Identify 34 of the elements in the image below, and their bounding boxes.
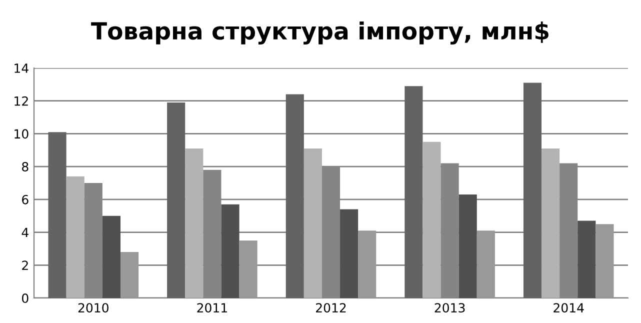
bar <box>221 204 240 298</box>
bar <box>340 209 358 298</box>
x-tick-label: 2012 <box>316 303 346 313</box>
x-tick-label: 2010 <box>78 303 108 313</box>
bar <box>358 230 376 298</box>
x-tick-label: 2011 <box>197 303 227 313</box>
bar <box>404 86 423 298</box>
bar <box>304 148 322 298</box>
bar <box>120 252 139 298</box>
chart-title: Товарна структура імпорту, млн$ <box>91 21 548 45</box>
x-tick-label: 2014 <box>554 303 584 313</box>
y-tick-label: 2 <box>22 260 28 270</box>
bar <box>286 94 304 298</box>
bar <box>239 240 258 298</box>
y-tick-label: 8 <box>22 162 28 172</box>
y-tick-label: 14 <box>14 64 28 73</box>
bar <box>542 148 560 298</box>
bar <box>458 194 477 298</box>
y-tick-label: 6 <box>22 194 28 204</box>
bar <box>476 230 495 298</box>
bar <box>66 176 84 298</box>
bar <box>596 224 614 298</box>
x-tick-label: 2013 <box>434 303 465 313</box>
bar <box>102 216 120 298</box>
bar <box>48 132 66 298</box>
bar <box>523 82 542 298</box>
y-tick-label: 12 <box>14 96 28 106</box>
bar <box>167 102 186 298</box>
y-tick-label: 4 <box>22 228 28 238</box>
y-tick-label: 0 <box>22 293 28 303</box>
y-tick-label: 10 <box>14 129 28 139</box>
bar <box>185 148 204 298</box>
bar <box>422 142 441 298</box>
bar <box>578 220 596 298</box>
